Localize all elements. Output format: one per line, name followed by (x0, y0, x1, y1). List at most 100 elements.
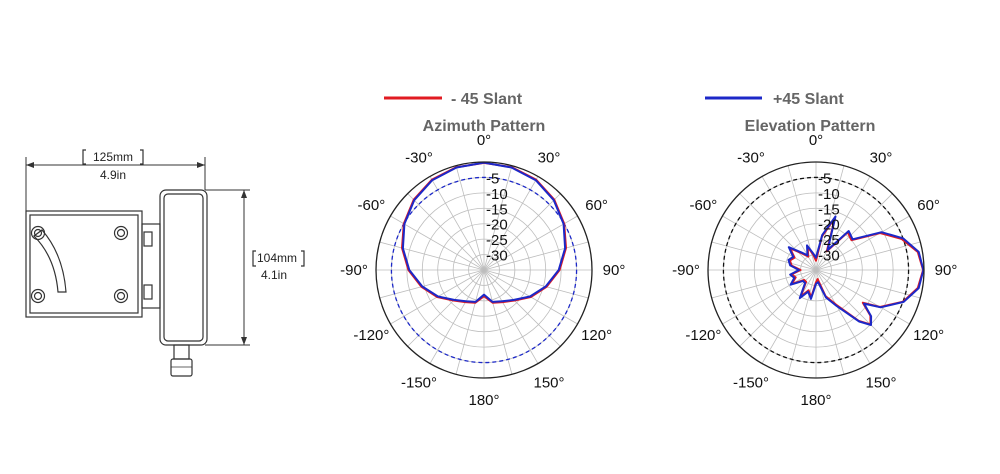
bolt-top-right (113, 225, 129, 241)
az-spoke-30 (483, 176, 539, 271)
bracket-arm (141, 223, 161, 309)
el-ring-label-minus15: -15 (818, 201, 840, 218)
el-spoke-45 (815, 193, 893, 271)
az-spoke-75 (483, 241, 589, 271)
az-angle-label-120: 120° (581, 327, 612, 344)
legend-label-minus45: - 45 Slant (451, 91, 523, 108)
el-angle-label-minus30: -30° (737, 149, 765, 166)
antenna-housing (159, 189, 208, 346)
elevation-angle-labels: 0° 30° 60° 90° 120° 150° 180° -150° -120° -90° -60… (672, 132, 957, 409)
azimuth-angle-labels: 0° 30° 60° 90° 120° 150° 180° -150° -120° -90° -60… (340, 132, 625, 409)
height-mm-label: 104mm (257, 251, 297, 265)
az-angle-label-30: 30° (538, 149, 561, 166)
el-spoke-285 (711, 241, 817, 271)
el-angle-label-minus120: -120° (685, 327, 721, 344)
az-ring-label-minus10: -10 (486, 186, 508, 203)
az-spoke-150 (483, 269, 539, 364)
el-spoke-300 (722, 215, 817, 271)
el-angle-label-60: 60° (917, 197, 940, 214)
az-spoke-195 (455, 269, 485, 375)
bolt-top-right-inner (116, 228, 126, 238)
elevation-chart: Elevation Pattern 0° 30° 60° 90° 120° 150° 180… (672, 118, 957, 409)
height-bracket-right (301, 250, 305, 267)
mechanical-drawing: 125mm 4.9in 104mm 4.1in (25, 149, 305, 377)
el-angle-label-30: 30° (870, 149, 893, 166)
bolt-top-left-inner (33, 228, 43, 238)
height-arrow-top (241, 190, 247, 198)
az-ring-label-minus25: -25 (486, 232, 508, 249)
elevation-outer-circle (707, 161, 925, 379)
az-spoke-285 (379, 241, 485, 271)
antenna-housing-inner (163, 193, 204, 342)
width-mm-label: 125mm (93, 150, 133, 164)
elevation-title: Elevation Pattern (745, 118, 876, 135)
el-ring-label-minus20: -20 (818, 217, 840, 234)
el-angle-label-minus60: -60° (690, 197, 718, 214)
el-spoke-120 (815, 269, 910, 325)
bracket-nut-top (143, 231, 153, 247)
width-arrow-left (26, 162, 34, 168)
az-spoke-345 (455, 165, 485, 271)
el-ring-label-minus25: -25 (818, 232, 840, 249)
el-spoke-135 (815, 269, 893, 347)
el-spoke-195 (787, 269, 817, 375)
az-spoke-15 (483, 165, 513, 271)
el-angle-label-90: 90° (935, 262, 958, 279)
az-angle-label-minus120: -120° (353, 327, 389, 344)
az-spoke-210 (429, 269, 485, 364)
azimuth-title: Azimuth Pattern (423, 118, 546, 135)
el-angle-label-minus90: -90° (672, 262, 700, 279)
connector-body (173, 344, 190, 360)
el-spoke-30 (815, 176, 871, 271)
el-ring-label-minus5: -5 (818, 170, 831, 187)
el-ring-label-minus30: -30 (818, 248, 840, 265)
el-spoke-255 (711, 269, 817, 299)
mounting-plate-inner (29, 214, 139, 314)
az-ring-label-minus15: -15 (486, 201, 508, 218)
azimuth-series (401, 161, 567, 304)
el-series-line-minus45 (788, 216, 925, 326)
el-ring-label-minus10: -10 (818, 186, 840, 203)
legend: - 45 Slant +45 Slant (384, 91, 844, 108)
bracket-nut-bottom (143, 284, 153, 300)
elevation-reference-circle (722, 176, 910, 364)
el-angle-label-minus150: -150° (733, 375, 769, 392)
bolt-bottom-right-inner (116, 291, 126, 301)
el-spoke-210 (761, 269, 817, 364)
az-angle-label-minus150: -150° (401, 375, 437, 392)
elevation-series (787, 215, 925, 326)
azimuth-chart: Azimuth Pattern 0° 30° 60° 90° 120° 150° 180° -… (340, 118, 625, 409)
bolt-top-left (30, 225, 46, 241)
az-spoke-165 (483, 269, 513, 375)
width-bracket-left (82, 149, 86, 165)
height-arrow-bottom (241, 337, 247, 345)
az-angle-label-180: 180° (468, 392, 499, 409)
az-ring-label-minus30: -30 (486, 248, 508, 265)
elevation-grid (708, 162, 924, 378)
az-spoke-60 (483, 215, 578, 271)
azimuth-reference-circle (390, 176, 578, 364)
el-angle-label-0: 0° (809, 132, 823, 149)
el-spoke-105 (815, 269, 921, 299)
elevation-ring-labels: -5-10-15-20-25-30 (818, 170, 840, 264)
bolt-bottom-right (113, 288, 129, 304)
azimuth-outer-circle (375, 161, 593, 379)
width-arrow-right (197, 162, 205, 168)
bolt-bottom-left-inner (33, 291, 43, 301)
az-angle-label-90: 90° (603, 262, 626, 279)
az-spoke-225 (407, 269, 485, 347)
az-series-line-plus45 (401, 161, 567, 303)
azimuth-ring-labels: -5-10-15-20-25-30 (486, 170, 508, 264)
az-angle-label-minus90: -90° (340, 262, 368, 279)
connector-nut (170, 358, 193, 377)
az-ring-label-minus20: -20 (486, 217, 508, 234)
az-spoke-45 (483, 193, 561, 271)
legend-label-plus45: +45 Slant (773, 91, 844, 108)
el-spoke-75 (815, 241, 921, 271)
adjustment-slot (33, 229, 67, 293)
az-spoke-300 (390, 215, 485, 271)
az-ring-label-minus5: -5 (486, 170, 499, 187)
width-bracket-right (140, 149, 144, 165)
el-spoke-225 (739, 269, 817, 347)
